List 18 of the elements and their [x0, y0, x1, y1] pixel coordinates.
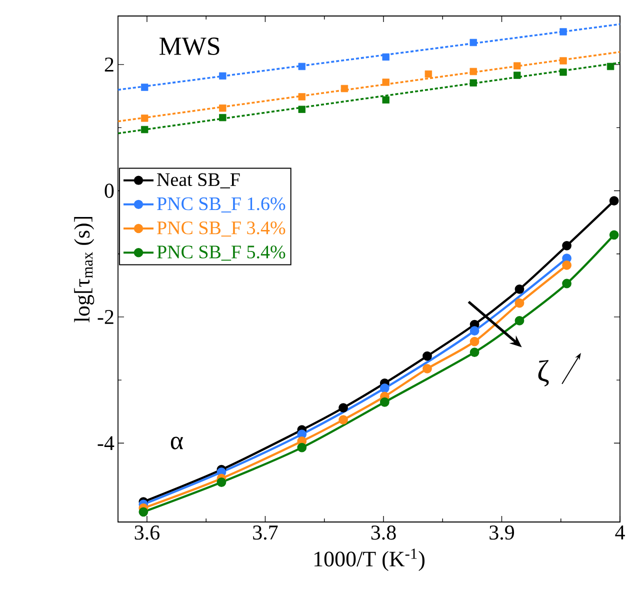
- x-tick-label: 3.8: [371, 526, 396, 540]
- x-tick-label: 3.7: [253, 526, 278, 540]
- x-tick-label: 3.6: [134, 526, 160, 540]
- annotation: ζ: [538, 360, 549, 386]
- legend-label: PNC SB_F 5.4%: [157, 246, 286, 261]
- x-tick-label: 3.9: [490, 526, 514, 540]
- annotation: MWS: [159, 38, 220, 56]
- y-tick-label: 2: [104, 58, 114, 72]
- legend-label: PNC SB_F 3.4%: [157, 221, 286, 237]
- legend-label: Neat SB_F: [157, 173, 240, 188]
- y-tick-label: -4: [98, 436, 114, 450]
- y-axis-title: log[τ$_{max}$ (s)]: [74, 216, 94, 322]
- x-tick-label: 4: [615, 526, 625, 540]
- legend-label: PNC SB_F 1.6%: [157, 197, 286, 212]
- x-axis-title: 1000/T (K$^{-1}$): [314, 548, 424, 571]
- y-tick-label: 0: [104, 184, 114, 198]
- annotation: α: [170, 436, 183, 450]
- y-tick-label: -2: [98, 310, 114, 324]
